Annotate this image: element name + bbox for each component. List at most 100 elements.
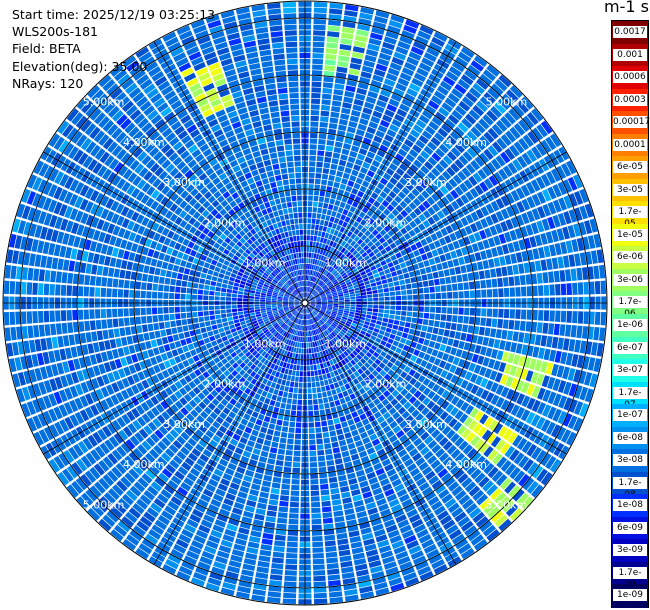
range-gate-cell — [258, 432, 266, 439]
range-gate-cell — [221, 503, 232, 512]
range-gate-cell — [316, 279, 321, 285]
range-gate-cell — [96, 376, 105, 387]
range-gate-cell — [375, 130, 385, 139]
range-gate-cell — [278, 320, 284, 325]
range-gate-cell — [339, 373, 346, 380]
range-gate-cell — [584, 388, 594, 403]
range-gate-cell — [60, 284, 67, 296]
range-gate-cell — [370, 482, 381, 491]
range-gate-cell — [351, 51, 364, 59]
range-gate-cell — [366, 447, 376, 455]
range-gate-cell — [274, 465, 283, 472]
range-gate-cell — [288, 518, 299, 525]
range-gate-cell — [351, 278, 357, 284]
range-gate-cell — [180, 293, 186, 300]
range-gate-cell — [348, 313, 355, 318]
range-gate-cell — [192, 508, 204, 518]
range-gate-cell — [470, 435, 481, 447]
range-gate-cell — [173, 491, 186, 502]
range-gate-cell — [339, 253, 346, 260]
range-gate-cell — [542, 203, 552, 217]
range-gate-cell — [382, 336, 389, 342]
range-gate-cell — [367, 308, 373, 312]
range-gate-cell — [600, 280, 607, 295]
range-gate-cell — [401, 305, 407, 311]
range-gate-cell — [364, 466, 374, 474]
range-gate-cell — [319, 409, 326, 416]
range-gate-cell — [431, 192, 440, 202]
range-gate-cell — [420, 165, 430, 175]
range-gate-cell — [271, 369, 277, 376]
range-gate-cell — [311, 98, 321, 105]
range-gate-cell — [402, 439, 412, 448]
range-gate-cell — [321, 283, 327, 289]
range-gate-cell — [355, 421, 364, 429]
range-gate-cell — [448, 178, 458, 188]
range-gate-cell — [165, 328, 172, 336]
range-gate-cell — [401, 498, 413, 508]
range-gate-cell — [395, 46, 409, 56]
range-gate-cell — [392, 276, 399, 282]
range-gate-cell — [43, 380, 53, 393]
range-gate-cell — [378, 94, 389, 103]
range-gate-cell — [349, 150, 358, 158]
range-gate-cell — [447, 92, 460, 104]
range-gate-cell — [189, 330, 196, 337]
range-gate-cell — [425, 362, 433, 371]
range-gate-cell — [308, 258, 311, 264]
range-gate-cell — [312, 47, 324, 53]
range-gate-cell — [140, 401, 150, 412]
range-gate-cell — [164, 321, 171, 329]
range-gate-cell — [151, 307, 158, 315]
range-gate-cell — [331, 100, 342, 107]
range-gate-cell — [356, 87, 368, 96]
range-gate-cell — [457, 282, 464, 291]
range-gate-cell — [254, 335, 260, 341]
range-gate-cell — [284, 356, 289, 363]
range-gate-cell — [318, 403, 325, 410]
range-gate-cell — [276, 395, 282, 402]
range-gate-cell — [297, 359, 301, 365]
range-gate-cell — [187, 437, 197, 447]
range-gate-cell — [293, 387, 298, 394]
range-gate-cell — [314, 247, 318, 254]
range-gate-cell — [323, 238, 328, 244]
range-gate-cell — [176, 450, 187, 461]
range-gate-cell — [289, 321, 294, 327]
range-gate-cell — [337, 231, 343, 238]
range-gate-cell — [346, 437, 354, 445]
range-gate-cell — [471, 353, 479, 363]
range-gate-cell — [338, 260, 344, 266]
range-gate-cell — [546, 258, 553, 271]
range-gate-cell — [311, 276, 315, 282]
range-gate-cell — [552, 393, 562, 407]
range-gate-cell — [397, 77, 410, 87]
range-gate-cell — [302, 308, 304, 314]
range-gate-cell — [321, 296, 327, 299]
range-gate-cell — [231, 385, 239, 393]
range-gate-cell — [518, 355, 526, 367]
range-gate-cell — [215, 555, 228, 565]
range-gate-cell — [454, 366, 463, 376]
range-gate-cell — [549, 244, 557, 257]
range-gate-cell — [158, 276, 165, 284]
range-gate-cell — [313, 24, 326, 31]
range-gate-cell — [292, 335, 296, 341]
range-gate-cell — [479, 73, 493, 86]
range-gate-cell — [294, 303, 300, 305]
range-gate-cell — [454, 452, 466, 464]
range-gate-cell — [481, 165, 492, 177]
range-gate-cell — [244, 316, 251, 321]
range-gate-cell — [63, 449, 75, 464]
range-gate-cell — [521, 152, 533, 166]
range-gate-cell — [334, 250, 340, 256]
range-gate-cell — [339, 397, 346, 405]
range-gate-cell — [274, 534, 286, 541]
range-gate-cell — [229, 482, 240, 491]
range-gate-cell — [415, 343, 423, 351]
range-gate-cell — [353, 182, 361, 190]
range-gate-cell — [458, 340, 465, 350]
range-gate-cell — [271, 300, 277, 303]
range-gate-cell — [454, 489, 467, 501]
range-gate-cell — [579, 403, 589, 418]
